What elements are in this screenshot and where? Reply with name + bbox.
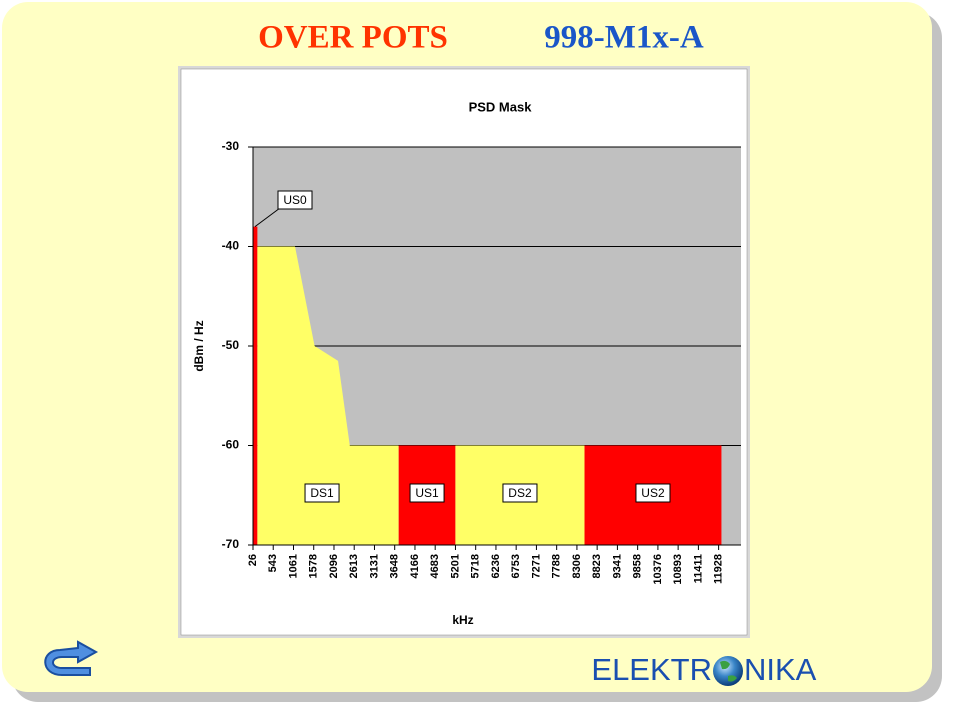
chart-title: PSD Mask	[469, 99, 533, 114]
band-label-box	[304, 483, 340, 503]
x-tick-label: 5718	[470, 554, 482, 578]
x-tick-label: 8306	[571, 554, 583, 578]
psd-area	[253, 226, 258, 545]
y-tick-label: -40	[222, 239, 240, 253]
slide-title: OVER POTS	[258, 20, 448, 56]
psd-area	[257, 246, 399, 545]
back-button[interactable]	[44, 640, 99, 676]
x-tick-label: 10893	[672, 554, 684, 585]
slide-code: 998-M1x-A	[544, 20, 704, 56]
band-label-box	[277, 190, 313, 210]
band-label: DS1	[310, 486, 334, 500]
x-tick-label: 2096	[328, 554, 340, 578]
band-label-box	[409, 483, 445, 503]
logo-land	[720, 660, 737, 682]
chart: PSD Mask -30 -40 -50 -60 -70 26 543 1061 1578 2096…	[192, 99, 741, 627]
x-tick-label: 26	[247, 554, 259, 566]
band-label: DS2	[508, 486, 532, 500]
band-label: US0	[283, 193, 307, 207]
x-tick-label: 7271	[530, 554, 542, 578]
x-tick-label: 11928	[713, 554, 725, 584]
x-tick-label: 1061	[287, 554, 299, 578]
band-label: US1	[415, 486, 439, 500]
x-tick-label: 2613	[348, 554, 360, 578]
x-tick-label: 6753	[510, 554, 522, 578]
x-tick-label: 4166	[409, 554, 421, 578]
x-tick-label: 9341	[611, 554, 623, 578]
x-tick-label: 5201	[449, 554, 461, 578]
logo-right: NIKA	[744, 652, 817, 687]
x-tick-label: 6236	[490, 554, 502, 578]
x-tick-label: 3648	[389, 554, 401, 578]
y-tick-label: -70	[222, 537, 240, 551]
band-label-box	[502, 483, 538, 503]
x-tick-label: 7788	[551, 554, 563, 578]
x-tick-label: 4683	[429, 554, 441, 578]
back-arrow[interactable]	[44, 640, 99, 676]
band-label-box	[635, 483, 671, 503]
y-tick-label: -60	[222, 438, 240, 452]
y-tick-label: -30	[222, 139, 240, 153]
logo-globe	[713, 656, 743, 686]
y-axis-label: dBm / Hz	[192, 320, 206, 371]
x-tick-label: 8823	[591, 554, 603, 578]
band-label: US2	[641, 486, 665, 500]
y-tick-label: -50	[222, 338, 240, 352]
x-tick-label: 3131	[368, 554, 380, 578]
x-tick-label: 1578	[308, 554, 320, 578]
label-leader	[254, 207, 281, 228]
x-tick-label: 543	[267, 554, 279, 572]
x-tick-label: 9858	[632, 554, 644, 578]
logo-left: ELEKTR	[591, 652, 712, 687]
x-axis-label: kHz	[452, 613, 473, 627]
x-tick-label: 10376	[652, 554, 664, 585]
x-tick-label: 11411	[692, 554, 704, 583]
